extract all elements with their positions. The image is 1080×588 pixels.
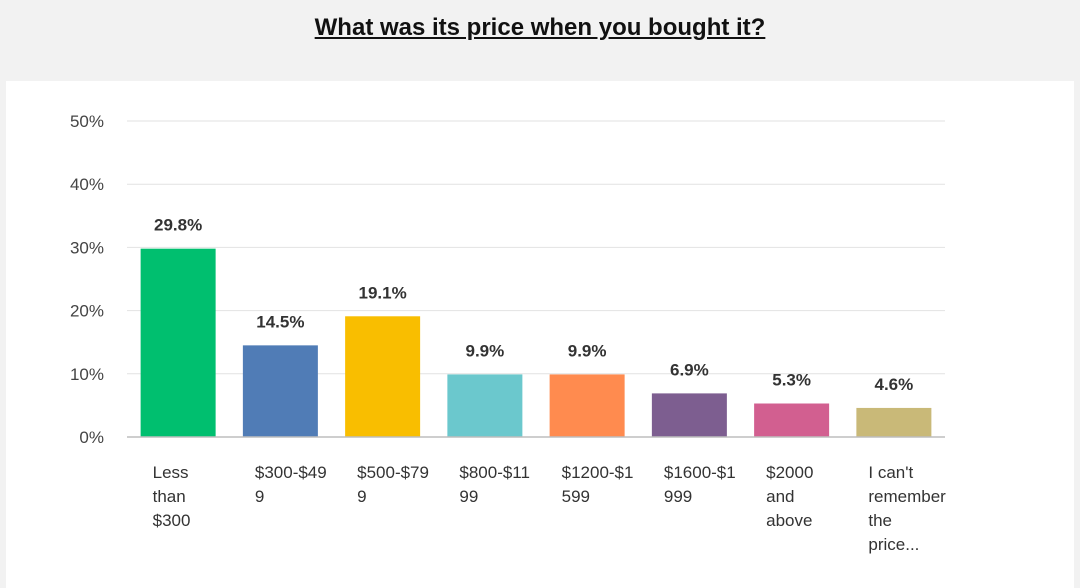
x-tick-label: and bbox=[766, 487, 794, 506]
data-label: 29.8% bbox=[154, 216, 202, 235]
bar bbox=[549, 374, 625, 437]
x-tick-label: Less bbox=[153, 463, 189, 482]
data-label: 19.1% bbox=[359, 283, 407, 302]
x-tick-label: 599 bbox=[562, 487, 590, 506]
data-label: 6.9% bbox=[670, 360, 709, 379]
x-tick-label: $2000 bbox=[766, 463, 813, 482]
y-tick-label: 0% bbox=[79, 428, 104, 447]
y-tick-label: 30% bbox=[70, 238, 104, 257]
bar bbox=[345, 316, 421, 437]
x-tick-label: above bbox=[766, 511, 812, 530]
chart-title: What was its price when you bought it? bbox=[314, 14, 766, 41]
bar bbox=[651, 393, 727, 437]
x-tick-label: 9 bbox=[357, 487, 366, 506]
x-tick-label: $300-$49 bbox=[255, 463, 327, 482]
x-tick-label: than bbox=[153, 487, 186, 506]
y-tick-label: 10% bbox=[70, 365, 104, 384]
x-tick-label: $300 bbox=[153, 511, 191, 530]
x-tick-label: I can't bbox=[868, 463, 913, 482]
x-tick-label: $1600-$1 bbox=[664, 463, 736, 482]
x-tick-label: 999 bbox=[664, 487, 692, 506]
data-label: 5.3% bbox=[772, 371, 811, 390]
x-tick-label: the bbox=[868, 511, 892, 530]
data-label: 9.9% bbox=[466, 341, 505, 360]
x-tick-label: $800-$11 bbox=[459, 463, 530, 482]
bar bbox=[140, 248, 216, 437]
x-tick-label: 9 bbox=[255, 487, 264, 506]
x-tick-label: price... bbox=[868, 535, 919, 554]
bar bbox=[447, 374, 523, 437]
data-label: 9.9% bbox=[568, 341, 607, 360]
data-label: 4.6% bbox=[875, 375, 914, 394]
bar bbox=[242, 345, 318, 437]
bar bbox=[856, 407, 932, 437]
y-tick-label: 50% bbox=[70, 112, 104, 131]
y-tick-label: 20% bbox=[70, 302, 104, 321]
x-tick-label: $1200-$1 bbox=[562, 463, 634, 482]
data-label: 14.5% bbox=[256, 312, 304, 331]
y-tick-label: 40% bbox=[70, 175, 104, 194]
x-tick-label: remember bbox=[868, 487, 946, 506]
x-tick-label: $500-$79 bbox=[357, 463, 429, 482]
x-tick-label: 99 bbox=[459, 487, 478, 506]
bar bbox=[754, 403, 830, 437]
